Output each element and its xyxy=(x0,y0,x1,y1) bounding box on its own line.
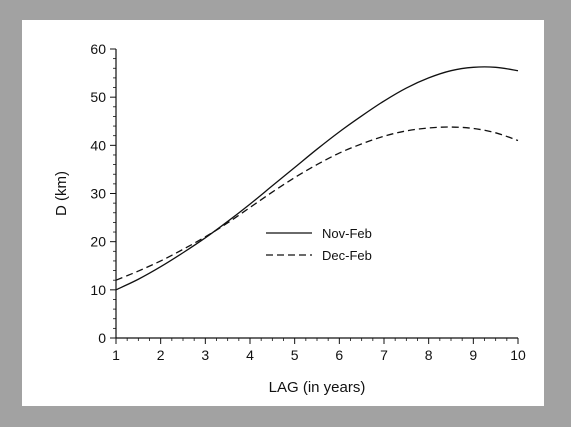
y-tick-label: 50 xyxy=(90,89,106,105)
legend-label-dec-feb: Dec-Feb xyxy=(322,248,372,263)
y-tick-label: 30 xyxy=(90,186,106,202)
series-layer xyxy=(115,66,519,291)
x-tick-label: 9 xyxy=(469,347,477,363)
series-line-dec-feb xyxy=(115,126,519,281)
y-tick-label: 0 xyxy=(98,330,106,346)
x-tick-label: 6 xyxy=(335,347,343,363)
legend-label-nov-feb: Nov-Feb xyxy=(322,226,372,241)
y-tick-label: 40 xyxy=(90,137,106,153)
axes: 0 10 20 30 40 50 60 1 2 3 4 5 6 7 8 9 10 xyxy=(90,41,526,363)
x-tick-label: 7 xyxy=(380,347,388,363)
x-tick-label: 8 xyxy=(425,347,433,363)
x-axis-label: LAG (in years) xyxy=(269,379,366,396)
legend: Nov-Feb Dec-Feb xyxy=(266,226,372,263)
x-tick-label: 3 xyxy=(201,347,209,363)
y-axis-label: D (km) xyxy=(53,171,70,216)
series-line-nov-feb xyxy=(115,66,519,291)
x-tick-label: 2 xyxy=(157,347,165,363)
x-tick-label: 4 xyxy=(246,347,254,363)
chart-panel: 0 10 20 30 40 50 60 1 2 3 4 5 6 7 8 9 10 Nov-Feb Dec-Feb … xyxy=(22,20,544,406)
y-tick-label: 60 xyxy=(90,41,106,57)
x-tick-label: 5 xyxy=(291,347,299,363)
x-tick-label: 10 xyxy=(510,347,526,363)
y-tick-label: 10 xyxy=(90,282,106,298)
y-tick-label: 20 xyxy=(90,234,106,250)
x-tick-label: 1 xyxy=(112,347,120,363)
